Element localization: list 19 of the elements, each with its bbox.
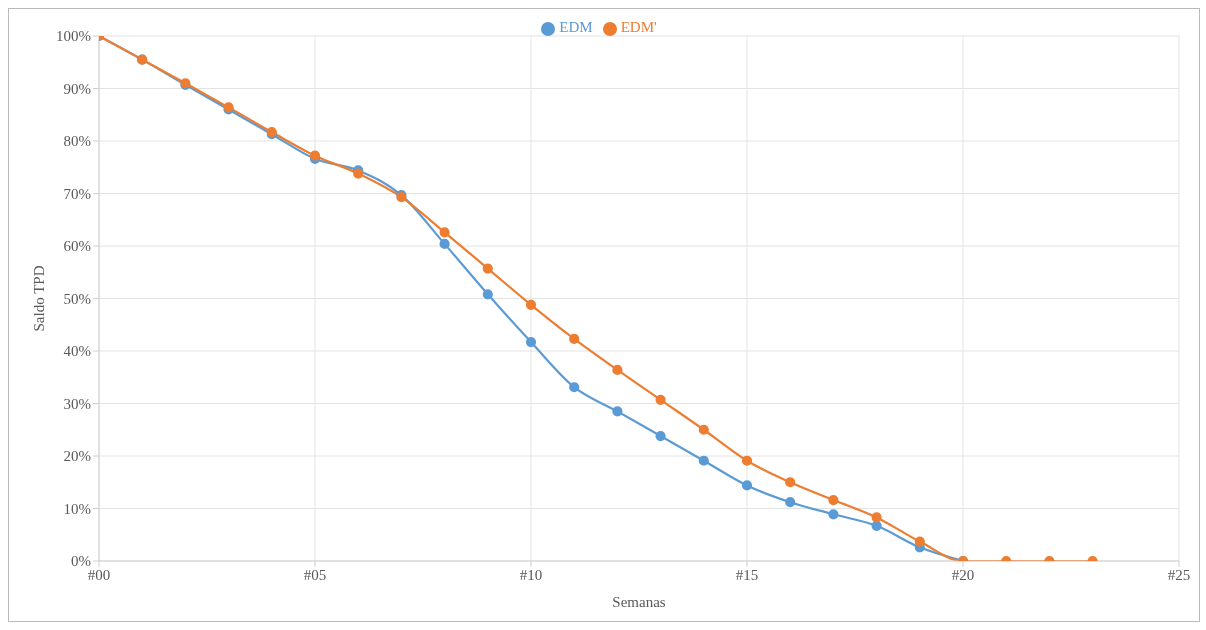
y-tick-label: 20% <box>63 448 91 465</box>
x-tick-label: #20 <box>951 566 975 583</box>
x-tick-label: #05 <box>303 566 327 583</box>
y-tick-label: 10% <box>63 500 91 517</box>
y-tick-label: 90% <box>63 80 91 97</box>
y-tick-label: 40% <box>63 343 91 360</box>
legend-label: EDM' <box>620 19 657 35</box>
y-tick-label: 60% <box>63 238 91 255</box>
x-tick-label: #25 <box>1167 566 1191 583</box>
y-tick-label: 70% <box>63 185 91 202</box>
y-tick-label: 30% <box>63 395 91 412</box>
y-tick-label: 100% <box>56 28 91 45</box>
y-tick-label: 80% <box>63 133 91 150</box>
y-axis-title: Saldo TPD <box>31 265 48 332</box>
y-tick-label: 50% <box>63 290 91 307</box>
legend-label: EDM <box>559 19 593 35</box>
x-tick-label: #15 <box>735 566 759 583</box>
x-tick-label: #10 <box>519 566 543 583</box>
x-axis-title: Semanas <box>612 594 666 610</box>
